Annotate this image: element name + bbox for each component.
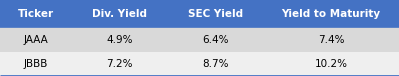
Bar — [263, 52, 399, 76]
Bar — [263, 27, 399, 52]
Text: JBBB: JBBB — [24, 59, 48, 69]
Bar — [0, 27, 72, 52]
Bar — [72, 27, 168, 52]
Text: Ticker: Ticker — [18, 9, 54, 19]
Bar — [168, 0, 263, 27]
Bar — [168, 52, 263, 76]
Text: SEC Yield: SEC Yield — [188, 9, 243, 19]
Bar — [263, 0, 399, 27]
Bar — [0, 52, 72, 76]
Bar — [72, 0, 168, 27]
Text: JAAA: JAAA — [24, 35, 48, 45]
Text: 7.4%: 7.4% — [318, 35, 344, 45]
Text: 8.7%: 8.7% — [202, 59, 229, 69]
Bar — [72, 52, 168, 76]
Text: 7.2%: 7.2% — [107, 59, 133, 69]
Text: 4.9%: 4.9% — [107, 35, 133, 45]
Text: 6.4%: 6.4% — [202, 35, 229, 45]
Text: Div. Yield: Div. Yield — [92, 9, 147, 19]
Text: Yield to Maturity: Yield to Maturity — [282, 9, 381, 19]
Bar — [0, 0, 72, 27]
Text: 10.2%: 10.2% — [315, 59, 348, 69]
Bar — [168, 27, 263, 52]
